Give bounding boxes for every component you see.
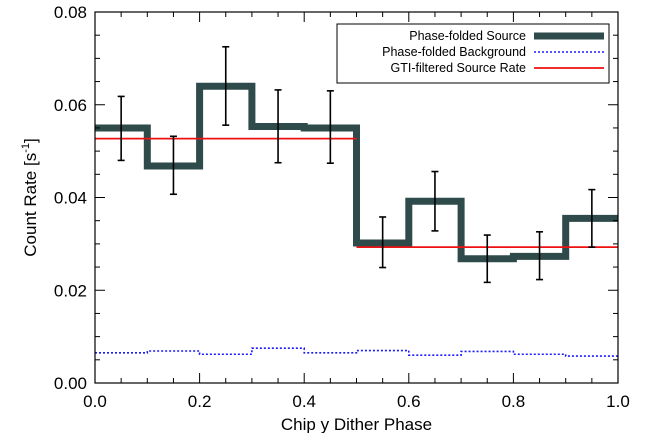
y-tick-label: 0.04 [54,189,87,208]
x-tick-label: 0.0 [83,392,107,411]
source-histogram-layer [95,82,618,263]
x-axis-label: Chip y Dither Phase [281,415,432,433]
x-tick-label: 0.2 [188,392,212,411]
y-tick-label: 0.08 [54,3,87,22]
background-histogram-line [95,347,618,357]
y-tick-label: 0.00 [54,374,87,393]
legend-label-gti: GTI-filtered Source Rate [391,61,527,75]
y-axis-label: Count Rate [s-1] [20,138,40,256]
legend-label-background: Phase-folded Background [382,45,526,59]
source-histogram-line [95,82,618,263]
x-tick-label: 0.8 [502,392,526,411]
y-tick-label: 0.06 [54,96,87,115]
tick-layer [94,11,619,384]
background-histogram-layer [95,347,618,357]
error-bar-layer [117,45,596,284]
x-tick-label: 1.0 [606,392,630,411]
tick-label-layer: 0.0 0.2 0.4 0.6 0.8 1.0 0.00 0.02 0.04 0.06 0.08 [54,3,630,411]
x-tick-label: 0.6 [397,392,421,411]
y-tick-label: 0.02 [54,281,87,300]
legend: Phase-folded Source Phase-folded Backgro… [336,23,610,84]
y-axis-label-close: ] [21,138,40,143]
x-tick-label: 0.4 [292,392,316,411]
legend-label-source: Phase-folded Source [409,29,526,43]
y-axis-label-main: Count Rate [s [21,153,40,257]
y-axis-label-superscript: -1 [20,143,32,153]
